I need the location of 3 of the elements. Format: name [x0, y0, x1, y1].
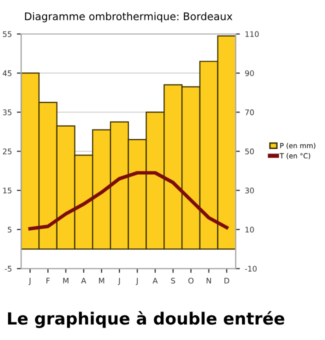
chart-title: Diagramme ombrothermique: Bordeaux [25, 12, 232, 22]
line-series [28, 171, 228, 230]
text: Le graphique à double entrée [8, 311, 284, 328]
